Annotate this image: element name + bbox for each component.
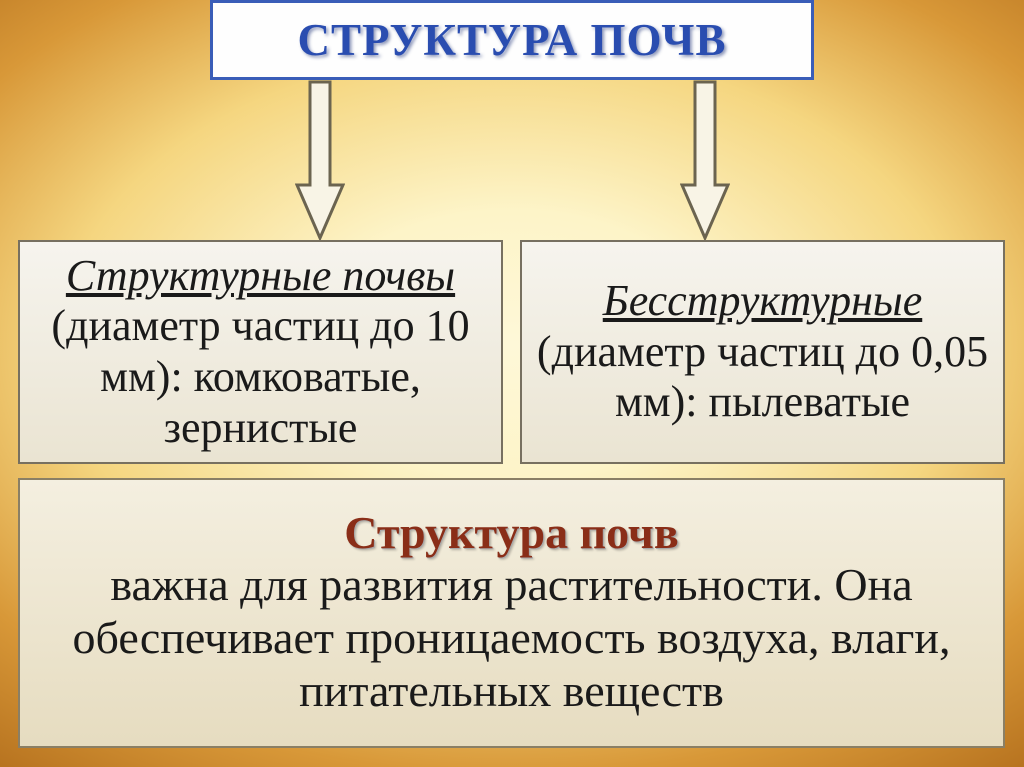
title-text: СТРУКТУРА ПОЧВ xyxy=(298,14,727,66)
left-branch-body: (диаметр частиц до 10 мм): комковатые, з… xyxy=(51,301,469,451)
right-branch-body: (диаметр частиц до 0,05 мм): пылеватые xyxy=(537,327,988,427)
left-branch-text: Структурные почвы (диаметр частиц до 10 … xyxy=(34,251,487,453)
slide-content: СТРУКТУРА ПОЧВ Структурные почвы (диамет… xyxy=(0,0,1024,767)
left-branch-box: Структурные почвы (диаметр частиц до 10 … xyxy=(18,240,503,464)
right-branch-text: Бесструктурные (диаметр частиц до 0,05 м… xyxy=(536,276,989,428)
right-branch-box: Бесструктурные (диаметр частиц до 0,05 м… xyxy=(520,240,1005,464)
right-branch-heading: Бесструктурные xyxy=(603,276,922,325)
arrow-left-icon xyxy=(295,80,345,240)
left-branch-heading: Структурные почвы xyxy=(66,251,455,300)
summary-heading: Структура почв xyxy=(344,508,678,559)
arrow-right-icon xyxy=(680,80,730,240)
summary-body: важна для развития растительности. Она о… xyxy=(40,559,983,718)
summary-box: Структура почв важна для развития растит… xyxy=(18,478,1005,748)
title-box: СТРУКТУРА ПОЧВ xyxy=(210,0,814,80)
